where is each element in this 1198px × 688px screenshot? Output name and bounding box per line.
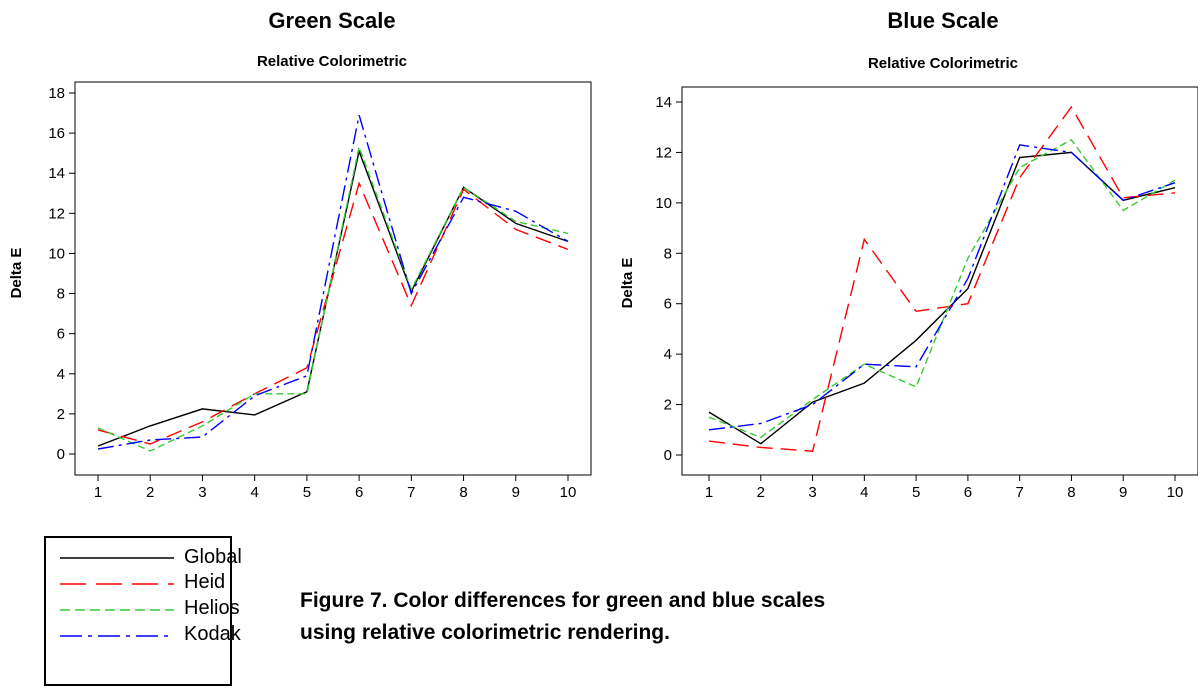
series-line-heid <box>708 105 1176 452</box>
y-tick-label: 6 <box>664 296 672 313</box>
chart-subtitle: Relative Colorimetric <box>257 53 407 70</box>
y-tick-label: 10 <box>655 195 672 212</box>
x-tick-label: 2 <box>757 484 765 501</box>
y-tick-label: 2 <box>57 406 65 423</box>
x-tick-label: 5 <box>303 484 311 501</box>
x-tick-label: 2 <box>146 484 154 501</box>
x-tick-label: 9 <box>512 484 520 501</box>
y-tick-label: 18 <box>48 85 65 102</box>
legend-swatches <box>60 557 174 637</box>
y-tick-label: 10 <box>48 245 65 262</box>
x-tick-label: 7 <box>1015 484 1023 501</box>
series-line-heid <box>97 181 569 445</box>
caption-line-1: Figure 7. Color differences for green an… <box>300 589 826 612</box>
y-tick-label: 0 <box>664 447 672 464</box>
y-tick-label: 12 <box>48 205 65 222</box>
series-lines <box>708 105 1176 452</box>
x-tick-label: 5 <box>912 484 920 501</box>
legend-label-kodak: Kodak <box>184 623 241 645</box>
y-tick-label: 2 <box>664 397 672 414</box>
x-tick-label: 9 <box>1119 484 1127 501</box>
x-tick-label: 1 <box>94 484 102 501</box>
series-lines <box>97 114 569 452</box>
legend-label-helios: Helios <box>184 597 240 619</box>
y-tick-label: 8 <box>664 245 672 262</box>
y-tick-label: 12 <box>655 144 672 161</box>
figure-caption: Figure 7. Color differences for green an… <box>300 585 1000 649</box>
series-line-global <box>97 148 569 447</box>
x-tick-label: 8 <box>1067 484 1075 501</box>
series-line-global <box>708 151 1176 445</box>
y-axis-label: Delta E <box>8 248 25 299</box>
legend: Global Heid Helios Kodak <box>44 536 242 686</box>
y-tick-label: 4 <box>57 366 65 383</box>
x-tick-label: 4 <box>250 484 258 501</box>
y-tick-label: 6 <box>57 326 65 343</box>
charts-canvas: Green Scale Relative Colorimetric Delta … <box>8 8 1198 501</box>
x-tick-label: 1 <box>705 484 713 501</box>
y-axis-label: Delta E <box>619 258 636 309</box>
legend-label-global: Global <box>184 546 242 568</box>
x-tick-label: 3 <box>808 484 816 501</box>
x-tick-label: 6 <box>964 484 972 501</box>
x-tick-label: 7 <box>407 484 415 501</box>
legend-label-heid: Heid <box>184 571 226 593</box>
x-tick-label: 8 <box>459 484 467 501</box>
green-scale-chart: Green Scale Relative Colorimetric Delta … <box>8 8 592 501</box>
x-tick-label: 6 <box>355 484 363 501</box>
y-tick-label: 14 <box>48 165 65 182</box>
y-tick-label: 4 <box>664 346 672 363</box>
x-tick-label: 4 <box>860 484 868 501</box>
chart-subtitle: Relative Colorimetric <box>868 55 1018 72</box>
plot-frame <box>74 81 592 476</box>
blue-scale-chart: Blue Scale Relative Colorimetric Delta E… <box>619 8 1198 501</box>
y-tick-label: 8 <box>57 286 65 303</box>
series-line-kodak <box>97 114 569 450</box>
y-tick-label: 16 <box>48 125 65 142</box>
plot-frame <box>681 86 1198 476</box>
y-tick-label: 0 <box>57 446 65 463</box>
chart-title: Blue Scale <box>887 8 998 33</box>
series-line-helios <box>97 144 569 452</box>
x-tick-label: 10 <box>560 484 577 501</box>
x-tick-label: 10 <box>1167 484 1184 501</box>
chart-title: Green Scale <box>268 8 395 33</box>
series-line-kodak <box>708 144 1176 431</box>
x-tick-label: 3 <box>198 484 206 501</box>
y-tick-label: 14 <box>655 94 672 111</box>
caption-line-2: using relative colorimetric rendering. <box>300 621 670 644</box>
